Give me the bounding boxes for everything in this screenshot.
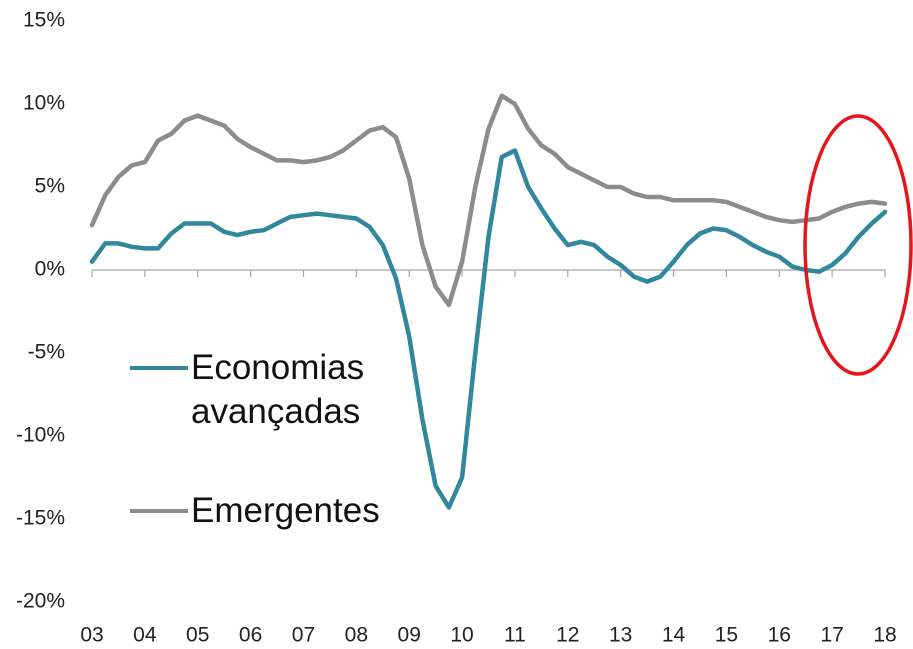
series-line (89, 93, 888, 308)
legend-item: Economias avançadas (130, 346, 390, 434)
legend-label: Economias avançadas (191, 348, 365, 431)
x-tick-label: 06 (239, 624, 262, 647)
y-tick-label: -10% (16, 424, 65, 447)
x-tick-label: 08 (345, 624, 368, 647)
y-tick-label: -20% (16, 590, 65, 613)
legend-label: Emergentes (191, 491, 380, 530)
x-tick-label: 18 (873, 624, 896, 647)
x-tick-label: 12 (556, 624, 579, 647)
y-tick-label: -5% (28, 341, 65, 364)
legend-item: Emergentes (130, 489, 390, 533)
x-tick-label: 15 (715, 624, 738, 647)
plot: -20% -15% -10% -5% 0% 5% 10% 15% 03 04 05 06 07 08 09 1… (16, 9, 897, 647)
x-tick-label: 05 (186, 624, 209, 647)
x-tick-label: 03 (80, 624, 103, 647)
x-tick-label: 04 (133, 624, 157, 647)
highlight-ellipse (803, 114, 913, 376)
x-tick-label: 14 (662, 624, 686, 647)
y-tick-label: 5% (35, 175, 65, 198)
y-tick-label: 10% (23, 92, 65, 115)
x-tick-label: 16 (768, 624, 791, 647)
x-tick-label: 13 (609, 624, 632, 647)
series-line (89, 148, 888, 510)
y-tick-label: 0% (35, 258, 65, 281)
x-tick-label: 17 (820, 624, 843, 647)
x-tick-label: 07 (292, 624, 315, 647)
x-tick-label: 10 (450, 624, 473, 647)
legend-swatch (130, 509, 188, 513)
legend-swatch (130, 366, 188, 370)
x-tick-label: 11 (504, 624, 526, 647)
x-tick-label: 09 (398, 624, 421, 647)
y-tick-label: 15% (23, 9, 65, 32)
y-tick-label: -15% (16, 507, 65, 530)
